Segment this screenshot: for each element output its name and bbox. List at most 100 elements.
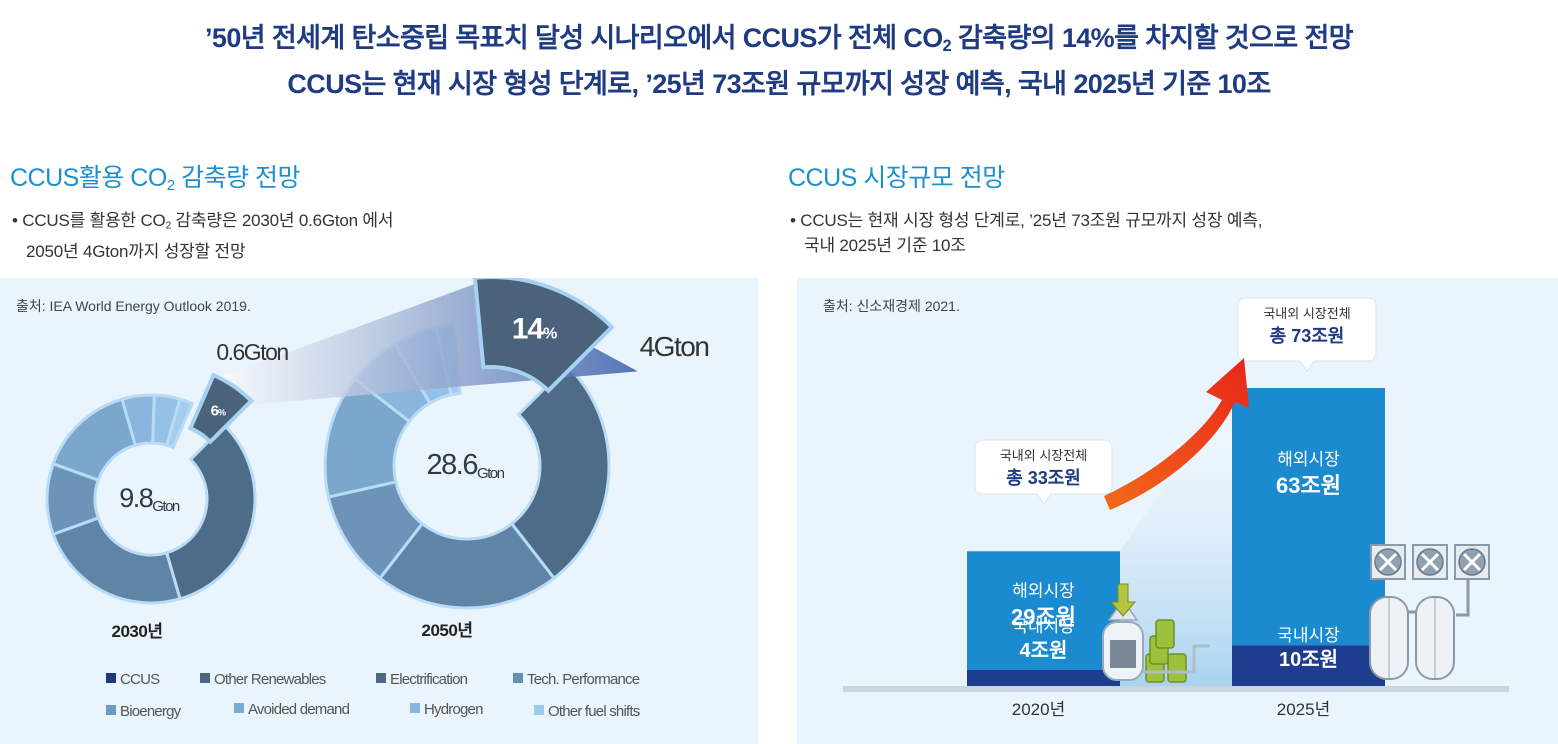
left-bullet-a: • CCUS를 활용한 CO	[12, 211, 166, 230]
tank-content	[1110, 640, 1136, 668]
legend-item-bioenergy: Bioenergy	[106, 703, 181, 720]
ccus-callout-label: 0.6Gton	[216, 339, 288, 365]
donut-slice-ccus	[472, 278, 615, 394]
overseas-series-label: 해외시장	[1012, 581, 1075, 600]
headline-1-text-a: ’50년 전세계 탄소중립 목표치 달성 시나리오에서 CCUS가 전체 CO	[205, 23, 943, 53]
legend-label: Other Renewables	[214, 671, 326, 688]
donut-chart: 6%9.8Gton2030년0.6Gton14%28.6Gton2050년4Gt…	[45, 278, 710, 641]
legend-item-avoided-demand: Avoided demand	[234, 701, 350, 718]
legend-item-hydrogen: Hydrogen	[410, 701, 483, 718]
left-bullet-b: 감축량은 2030년 0.6Gton 에서	[171, 211, 394, 230]
callout-top-label: 국내외 시장전체	[1000, 448, 1087, 463]
chart-baseline	[843, 686, 1509, 692]
bar-overseas	[1232, 388, 1385, 646]
legend-item-electrification: Electrification	[376, 671, 468, 688]
donut-slice-other-renewables	[377, 521, 557, 610]
legend-swatch	[410, 703, 420, 713]
legend-swatch	[534, 705, 544, 715]
callout-bubble	[1237, 297, 1377, 372]
donut-0	[45, 393, 257, 605]
donut-total-unit: Gton	[477, 465, 505, 482]
right-source: 출처: 신소재경제 2021.	[823, 298, 960, 314]
legend-label: Other fuel shifts	[548, 703, 640, 720]
legend-label: Hydrogen	[424, 701, 483, 718]
legend-item-ccus: CCUS	[106, 671, 160, 688]
legend-swatch	[106, 705, 116, 715]
left-section-title: CCUS활용 CO2 감축량 전망	[10, 158, 301, 194]
headline-line-1: ’50년 전세계 탄소중립 목표치 달성 시나리오에서 CCUS가 전체 CO2…	[0, 16, 1558, 56]
donut-year-label: 2030년	[112, 622, 163, 641]
callout-total-label: 총 73조원	[1270, 326, 1345, 346]
legend-label: Tech. Performance	[527, 671, 640, 688]
legend-swatch	[200, 673, 210, 683]
down-arrow-icon	[1109, 583, 1137, 617]
bar-domestic	[1232, 645, 1385, 686]
donut-slice-ccus	[187, 372, 255, 445]
left-source: 출처: IEA World Energy Outlook 2019.	[16, 298, 251, 314]
left-bullet-line-2: 2050년 4Gton까지 성장할 전망	[26, 241, 246, 261]
donut-year-label: 2050년	[422, 621, 473, 640]
legend-label: Electrification	[390, 671, 468, 688]
legend-swatch	[513, 673, 523, 683]
legend-label: Bioenergy	[120, 703, 181, 720]
barrel	[1167, 653, 1187, 683]
legend-label: Avoided demand	[248, 701, 350, 718]
overseas-value-label: 63조원	[1276, 473, 1341, 498]
category-label: 2020년	[1012, 700, 1065, 719]
legend-label: CCUS	[120, 671, 160, 688]
legend-item-other-renewables: Other Renewables	[200, 671, 326, 688]
ccus-share-unit: %	[218, 407, 226, 417]
legend-swatch	[376, 673, 386, 683]
legend-item-tech-performance: Tech. Performance	[513, 671, 640, 688]
right-bullet-line-1: • CCUS는 현재 시장 형성 단계로, ’25년 73조원 규모까지 성장 …	[790, 211, 1263, 230]
donut-slice-electrification	[164, 423, 257, 601]
headline-line-2: CCUS는 현재 시장 형성 단계로, ’25년 73조원 규모까지 성장 예측…	[287, 69, 1271, 99]
ccus-callout-label: 4Gton	[640, 331, 709, 362]
bar-domestic	[967, 669, 1120, 686]
domestic-value-label: 10조원	[1279, 648, 1338, 671]
right-section-title: CCUS 시장규모 전망	[788, 164, 1005, 192]
headline-1-sub: 2	[942, 37, 952, 56]
growth-arrow	[1104, 358, 1249, 510]
left-bullet-line-1: • CCUS를 활용한 CO2 감축량은 2030년 0.6Gton 에서	[12, 208, 394, 239]
left-title-a: CCUS활용 CO	[10, 164, 167, 192]
overseas-series-label: 해외시장	[1277, 450, 1340, 469]
left-title-b: 감축량 전망	[174, 164, 301, 192]
callout-top-label: 국내외 시장전체	[1263, 306, 1350, 321]
donut-slice-other-fuel-shifts	[164, 397, 195, 450]
left-bullet-sub: 2	[165, 220, 172, 232]
left-bullet: • CCUS를 활용한 CO2 감축량은 2030년 0.6Gton 에서 20…	[12, 208, 394, 264]
donut-total-label: 28.6Gton	[427, 449, 505, 482]
storage-plant-illustration	[1369, 544, 1490, 680]
donut-slice-other-renewables	[51, 516, 182, 605]
ccus-share-unit: %	[543, 326, 557, 343]
donut-total-label: 9.8Gton	[119, 483, 180, 515]
fan-blade	[1378, 552, 1398, 572]
fan-blade	[1420, 552, 1440, 572]
category-label: 2025년	[1277, 700, 1330, 719]
left-title-sub: 2	[166, 176, 175, 194]
domestic-series-label: 국내시장	[1277, 626, 1340, 645]
pipe	[1143, 644, 1210, 674]
domestic-value-label: 4조원	[1020, 639, 1068, 662]
headline-1-text-b: 감축량의 14%를 차지할 것으로 전망	[951, 23, 1354, 53]
growth-bridge	[1120, 388, 1232, 686]
callout-total-label: 총 33조원	[1006, 468, 1081, 488]
bar-overseas	[967, 551, 1120, 670]
legend-item-other-fuel-shifts: Other fuel shifts	[534, 703, 640, 720]
donut-total-unit: Gton	[152, 498, 180, 515]
legend-swatch	[106, 673, 116, 683]
donut-slice-bioenergy	[51, 397, 138, 482]
pipe	[1408, 580, 1470, 617]
right-bullet-line-2: 국내 2025년 기준 10조	[804, 236, 966, 255]
donut-slice-electrification	[509, 363, 611, 581]
overseas-value-label: 29조원	[1011, 604, 1076, 629]
fan-blade	[1462, 552, 1482, 572]
barrel	[1155, 619, 1175, 649]
right-bullet: • CCUS는 현재 시장 형성 단계로, ’25년 73조원 규모까지 성장 …	[790, 208, 1262, 258]
ccus-share-label: 6%	[211, 402, 226, 419]
domestic-series-label: 국내시장	[1012, 617, 1075, 636]
